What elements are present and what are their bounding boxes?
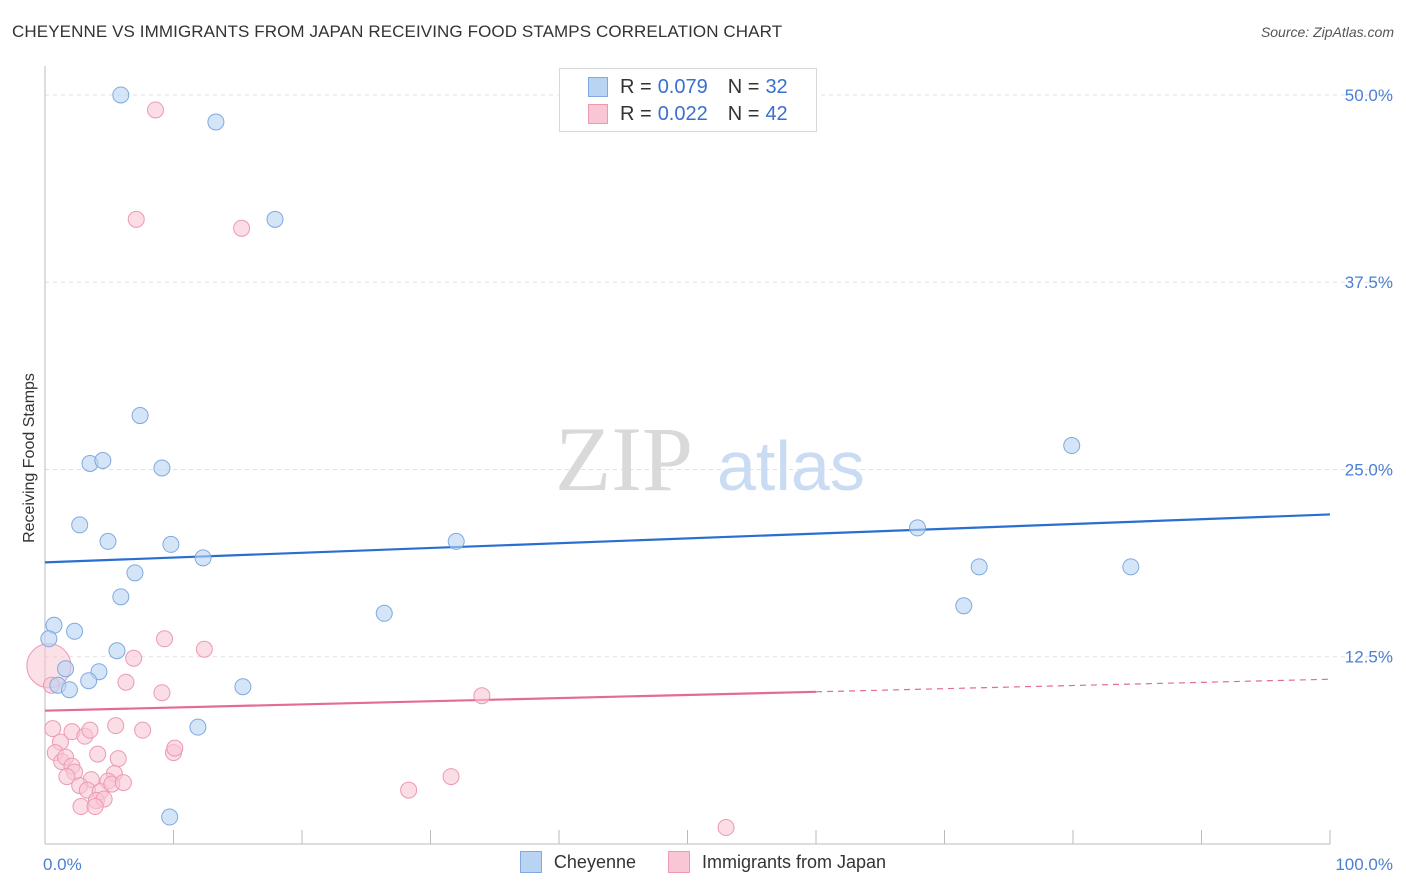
legend-item-japan: Immigrants from Japan: [668, 851, 886, 873]
y-tick-label: 12.5%: [1345, 648, 1393, 667]
cheyenne-point: [112, 86, 130, 104]
japan-point: [117, 673, 135, 691]
japan-point: [166, 739, 184, 757]
legend-item-cheyenne: Cheyenne: [519, 851, 636, 873]
japan-point: [153, 684, 171, 702]
cheyenne-point: [94, 452, 112, 470]
legend-n-value: 32: [765, 75, 788, 98]
legend-n-label: N =: [727, 102, 760, 125]
japan-point: [400, 781, 418, 799]
cheyenne-point: [40, 630, 58, 648]
trend-line-japan-projection: [815, 678, 1331, 693]
x-tick-label: 0.0%: [43, 855, 82, 874]
chart-source: Source: ZipAtlas.com: [1260, 24, 1394, 40]
cheyenne-point: [80, 672, 98, 690]
trend-line-cheyenne: [44, 513, 1331, 564]
axes: [44, 66, 1331, 845]
watermark-zip: ZIP: [555, 408, 693, 510]
cheyenne-point: [189, 718, 207, 736]
cheyenne-point: [153, 459, 171, 477]
cheyenne-point: [447, 532, 465, 550]
trend-lines: [44, 513, 1331, 712]
cheyenne-point: [99, 532, 117, 550]
japan-point: [72, 798, 90, 816]
x-tick-label: 100.0%: [1335, 855, 1393, 874]
cheyenne-point: [131, 407, 149, 425]
tick-labels: 12.5% 25.0% 37.5% 50.0% 0.0% 100.0%: [43, 86, 1393, 874]
legend-n-label: N =: [727, 75, 760, 98]
japan-point: [58, 768, 76, 786]
cheyenne-point: [60, 681, 78, 699]
data-points: [26, 86, 1140, 837]
series-legend: Cheyenne Immigrants from Japan: [0, 851, 1406, 873]
japan-point: [147, 101, 165, 119]
correlation-legend: R = 0.079 N = 32 R = 0.022 N = 42: [559, 68, 817, 132]
y-tick-label: 50.0%: [1345, 86, 1393, 105]
japan-point: [125, 649, 143, 667]
gridlines: [45, 94, 1392, 658]
cheyenne-point: [162, 535, 180, 553]
japan-point: [127, 210, 145, 228]
japan-point: [81, 721, 99, 739]
y-tick-label: 25.0%: [1345, 460, 1393, 479]
chart-title: CHEYENNE VS IMMIGRANTS FROM JAPAN RECEIV…: [12, 22, 783, 41]
japan-point: [44, 720, 62, 738]
trend-line-japan: [44, 690, 817, 712]
y-tick-label: 37.5%: [1345, 273, 1393, 292]
japan-point: [89, 745, 107, 763]
japan-point: [107, 717, 125, 735]
japan-point: [109, 750, 127, 768]
y-axis-title: Receiving Food Stamps: [21, 373, 38, 543]
legend-r-value: 0.079: [657, 75, 708, 98]
cheyenne-point: [955, 597, 973, 615]
cheyenne-point: [57, 660, 75, 678]
cheyenne-point: [112, 588, 130, 606]
japan-point: [233, 219, 251, 237]
japan-point: [86, 798, 104, 816]
cheyenne-point: [126, 564, 144, 582]
legend-label-japan: Immigrants from Japan: [702, 851, 887, 872]
cheyenne-point: [71, 516, 89, 534]
legend-r-value: 0.022: [657, 102, 708, 125]
legend-row-cheyenne: R = 0.079 N = 32: [588, 74, 788, 100]
japan-point: [156, 630, 174, 648]
cheyenne-point: [194, 549, 212, 567]
cheyenne-point: [108, 642, 126, 660]
cheyenne-point: [234, 678, 252, 696]
cheyenne-point: [375, 604, 393, 622]
cheyenne-point: [909, 519, 927, 537]
legend-swatch-pink: [668, 851, 690, 873]
japan-point: [717, 819, 735, 837]
japan-point: [134, 721, 152, 739]
watermark-atlas: atlas: [717, 427, 865, 505]
legend-swatch-blue: [519, 851, 542, 873]
legend-n-value: 42: [765, 102, 788, 125]
cheyenne-point: [266, 210, 284, 228]
legend-r-label: R =: [620, 102, 652, 125]
japan-point: [114, 774, 132, 792]
japan-point: [442, 768, 460, 786]
japan-point: [473, 687, 491, 705]
legend-label-cheyenne: Cheyenne: [553, 851, 636, 872]
legend-swatch-blue: [588, 77, 608, 97]
cheyenne-point: [970, 558, 988, 576]
legend-r-label: R =: [620, 75, 652, 98]
cheyenne-point: [66, 622, 84, 640]
cheyenne-point: [207, 113, 225, 131]
legend-row-japan: R = 0.022 N = 42: [588, 101, 788, 127]
legend-swatch-pink: [588, 104, 608, 124]
japan-point: [195, 640, 213, 658]
cheyenne-point: [1063, 437, 1081, 455]
cheyenne-point: [1122, 558, 1140, 576]
cheyenne-point: [161, 808, 179, 826]
